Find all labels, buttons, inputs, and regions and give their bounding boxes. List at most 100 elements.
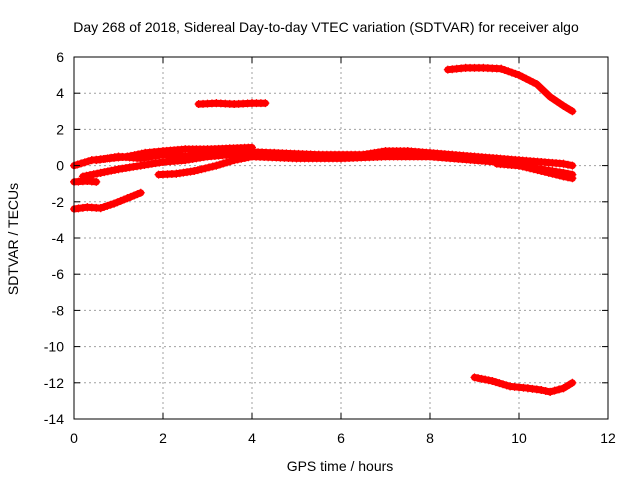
x-tick-label: 12 — [600, 430, 616, 446]
data-point — [110, 165, 119, 174]
data-point — [136, 154, 145, 163]
data-point — [533, 166, 542, 175]
data-point — [140, 153, 149, 162]
data-point — [568, 174, 577, 183]
data-point — [113, 198, 122, 207]
data-point — [155, 151, 164, 160]
x-tick-label: 4 — [248, 430, 256, 446]
data-point — [196, 150, 205, 159]
data-point — [89, 170, 98, 179]
y-tick-label: -10 — [44, 339, 64, 355]
data-point — [537, 386, 546, 395]
data-point — [555, 385, 564, 394]
data-point — [151, 151, 160, 160]
series-track-e — [92, 147, 256, 165]
x-tick-label: 10 — [511, 430, 527, 446]
data-point — [522, 74, 531, 83]
data-point — [529, 165, 538, 174]
data-point — [559, 172, 568, 181]
data-point — [233, 155, 242, 164]
data-point — [78, 172, 87, 181]
data-point — [568, 378, 577, 387]
data-point — [240, 153, 249, 162]
data-point — [559, 159, 568, 168]
data-point — [129, 162, 138, 171]
data-point — [96, 204, 105, 213]
data-point — [568, 107, 577, 116]
data-point — [123, 194, 132, 203]
data-point — [477, 374, 486, 383]
data-point — [563, 160, 572, 169]
data-point — [93, 169, 102, 178]
data-point — [107, 166, 116, 175]
data-point — [491, 378, 500, 387]
data-point — [226, 157, 235, 166]
series-track-k — [443, 63, 577, 116]
data-point — [126, 192, 135, 201]
data-point — [555, 171, 564, 180]
data-point — [523, 384, 532, 393]
series-band — [444, 64, 576, 115]
data-point — [212, 161, 221, 170]
data-point — [484, 376, 493, 385]
data-point — [99, 154, 108, 163]
data-point — [155, 158, 164, 167]
y-tick-label: 0 — [56, 158, 64, 174]
data-point — [199, 149, 208, 158]
y-tick-label: -4 — [52, 230, 65, 246]
data-point — [526, 164, 535, 173]
data-point — [95, 155, 104, 164]
data-point — [532, 385, 541, 394]
data-point — [540, 167, 549, 176]
y-tick-label: -2 — [52, 194, 65, 210]
y-tick-label: -8 — [52, 302, 65, 318]
data-point — [136, 161, 145, 170]
data-point — [116, 196, 125, 205]
data-point — [136, 188, 145, 197]
data-point — [495, 379, 504, 388]
data-point — [474, 374, 483, 383]
data-point — [544, 168, 553, 177]
data-point — [147, 152, 156, 161]
data-point — [133, 190, 142, 199]
data-point — [151, 159, 160, 168]
data-point — [488, 376, 497, 385]
data-point — [223, 158, 232, 167]
data-point — [529, 78, 538, 87]
data-point — [92, 177, 101, 186]
data-point — [192, 150, 201, 159]
data-point — [77, 159, 86, 168]
data-point — [563, 173, 572, 182]
data-point — [84, 157, 93, 166]
data-point — [515, 71, 523, 80]
data-point — [106, 200, 115, 209]
data-point — [511, 69, 520, 78]
data-point — [100, 168, 109, 177]
x-tick-label: 0 — [70, 430, 78, 446]
data-point — [103, 154, 112, 163]
data-point — [130, 191, 139, 200]
data-point — [237, 154, 246, 163]
data-point — [86, 171, 95, 180]
data-point — [133, 162, 142, 171]
data-point — [548, 169, 557, 178]
data-point — [125, 163, 134, 172]
data-point — [197, 165, 206, 174]
data-point — [140, 160, 149, 169]
data-point — [103, 167, 112, 176]
series-track-l — [470, 373, 577, 396]
chart-title: Day 268 of 2018, Sidereal Day-to-day VTE… — [73, 19, 579, 35]
data-point — [504, 67, 513, 76]
x-tick-label: 6 — [337, 430, 345, 446]
data-point — [550, 386, 559, 395]
data-point — [100, 203, 109, 212]
data-point — [541, 386, 550, 395]
series-track-f — [154, 152, 256, 179]
x-tick-labels: 0 2 4 6 8 10 12 — [70, 430, 616, 446]
data-point — [546, 387, 555, 396]
data-point — [261, 99, 270, 108]
data-point — [230, 156, 239, 165]
data-point — [481, 375, 490, 384]
data-point — [120, 195, 129, 204]
data-point — [190, 167, 199, 176]
